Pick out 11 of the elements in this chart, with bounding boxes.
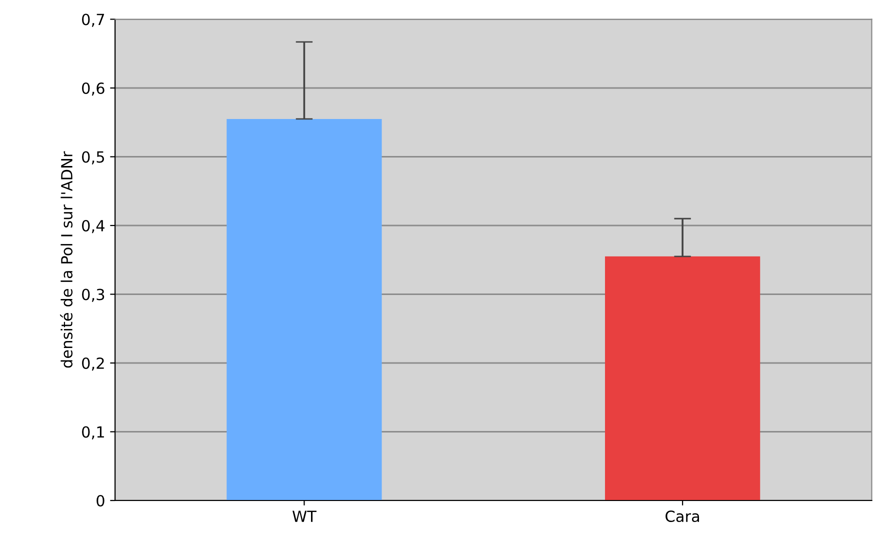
y-tick-label: 0,4 <box>82 220 104 234</box>
y-tick-label: 0,5 <box>82 151 104 164</box>
x-tick-label: Cara <box>666 510 700 522</box>
y-tick-label: 0,1 <box>82 426 104 440</box>
y-tick-label: 0 <box>96 494 104 507</box>
y-axis-title: densité de la Pol I sur l'ADNr <box>60 151 73 368</box>
y-tick-label: 0,3 <box>82 288 104 302</box>
y-tick-label: 0,2 <box>82 357 104 371</box>
x-tick-label: WT <box>292 510 316 522</box>
y-tick-label: 0,7 <box>82 14 104 27</box>
y-tick-label: 0,6 <box>82 82 104 96</box>
